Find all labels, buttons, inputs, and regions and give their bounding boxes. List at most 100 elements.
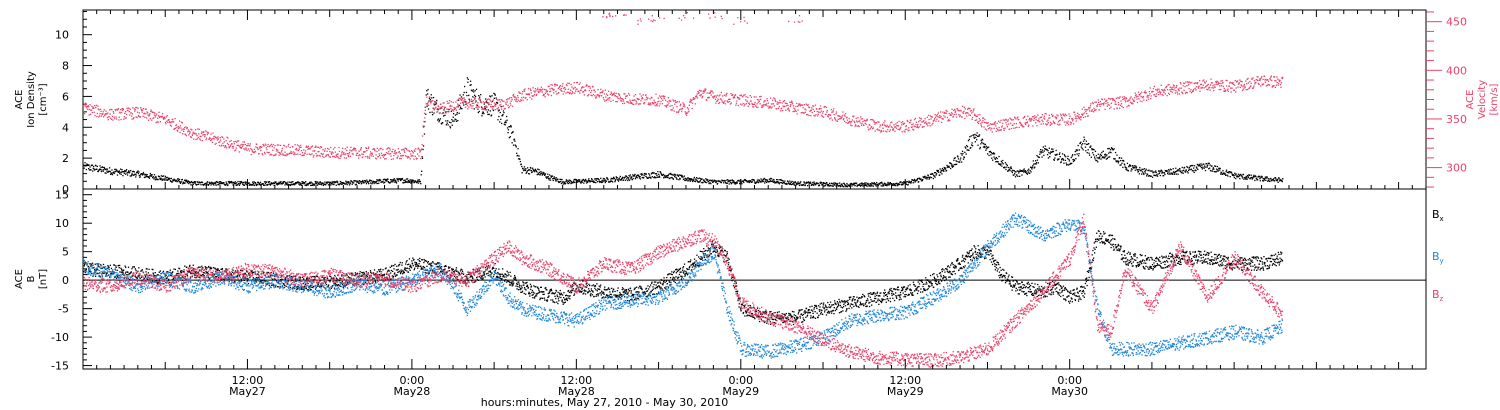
velocity-point — [358, 150, 360, 152]
velocity-point — [987, 125, 989, 127]
density-point — [316, 181, 318, 183]
velocity-point — [572, 92, 574, 94]
velocity-point — [1088, 110, 1091, 112]
density-point — [684, 179, 686, 182]
velocity-point — [300, 146, 302, 148]
density-tick-label: 2 — [62, 152, 69, 165]
velocity-point — [608, 99, 610, 101]
density-point — [447, 120, 449, 122]
velocity-point — [124, 112, 126, 114]
density-point — [1126, 162, 1129, 164]
velocity-point — [113, 112, 115, 114]
density-point — [131, 171, 134, 173]
density-point — [1199, 164, 1201, 166]
velocity-point — [956, 108, 959, 110]
density-point — [299, 184, 301, 186]
velocity-point — [416, 157, 418, 160]
density-point — [240, 180, 242, 183]
velocity-point — [549, 90, 552, 92]
density-point — [1048, 147, 1050, 149]
density-point — [582, 179, 584, 181]
density-point — [469, 84, 471, 86]
density-point — [658, 175, 660, 177]
density-point — [662, 174, 664, 176]
density-point — [1143, 168, 1145, 170]
velocity-point — [1064, 113, 1066, 115]
velocity-point — [733, 97, 736, 99]
density-point — [486, 111, 489, 113]
density-point — [656, 176, 658, 178]
density-point — [1099, 153, 1102, 155]
density-point — [275, 181, 277, 183]
velocity-point — [983, 126, 985, 128]
velocity-point — [494, 108, 496, 111]
density-point — [303, 183, 305, 185]
density-point — [491, 100, 494, 102]
density-point — [1053, 158, 1055, 161]
density-point — [507, 129, 510, 131]
density-point — [624, 179, 627, 181]
density-point — [785, 182, 787, 185]
velocity-point — [908, 129, 910, 131]
velocity-point — [602, 90, 604, 92]
velocity-point — [374, 149, 376, 151]
velocity-point — [1024, 123, 1027, 126]
velocity-point — [428, 100, 430, 102]
density-point — [646, 176, 648, 179]
velocity-point — [567, 82, 569, 84]
velocity-point — [826, 109, 828, 112]
density-point — [1098, 157, 1100, 159]
density-point — [314, 183, 316, 185]
velocity-point — [471, 107, 473, 109]
density-point — [320, 183, 322, 185]
density-point — [310, 184, 313, 186]
velocity-point — [1061, 117, 1063, 119]
density-point — [117, 170, 119, 173]
density-point — [1044, 148, 1046, 150]
density-point — [326, 182, 329, 184]
density-point — [1064, 155, 1066, 157]
velocity-point — [1086, 109, 1088, 111]
density-point — [105, 172, 107, 174]
velocity-point — [825, 106, 828, 109]
velocity-point — [832, 111, 834, 113]
density-point — [586, 181, 589, 183]
velocity-point — [530, 92, 532, 94]
density-point — [1179, 168, 1181, 170]
density-point — [1150, 175, 1152, 177]
velocity-point — [334, 146, 336, 149]
density-point — [362, 181, 364, 183]
density-point — [1274, 177, 1277, 179]
density-point — [933, 175, 935, 177]
velocity-point — [193, 138, 195, 140]
density-point — [430, 94, 432, 96]
velocity-point — [571, 86, 573, 88]
density-point — [1035, 162, 1038, 164]
density-point — [375, 180, 378, 183]
density-point — [903, 182, 906, 184]
density-point — [872, 183, 874, 185]
velocity-point — [1017, 116, 1019, 118]
velocity-point — [1104, 108, 1106, 111]
density-point — [116, 174, 119, 176]
velocity-point — [1007, 119, 1009, 121]
density-point — [482, 111, 484, 113]
velocity-point — [259, 147, 261, 150]
velocity-point — [326, 154, 328, 156]
density-point — [892, 184, 894, 187]
velocity-point — [1018, 126, 1020, 129]
density-point — [781, 179, 783, 182]
velocity-point — [803, 104, 806, 106]
density-point — [238, 183, 240, 185]
velocity-point — [964, 108, 966, 110]
velocity-point — [447, 108, 449, 110]
velocity-point — [1105, 102, 1107, 105]
velocity-point — [375, 158, 378, 160]
velocity-point — [497, 106, 500, 108]
velocity-point — [955, 110, 957, 112]
density-point — [435, 103, 437, 106]
velocity-point — [174, 127, 177, 129]
velocity-point — [721, 99, 723, 101]
velocity-point — [685, 113, 687, 115]
velocity-point — [168, 119, 170, 121]
